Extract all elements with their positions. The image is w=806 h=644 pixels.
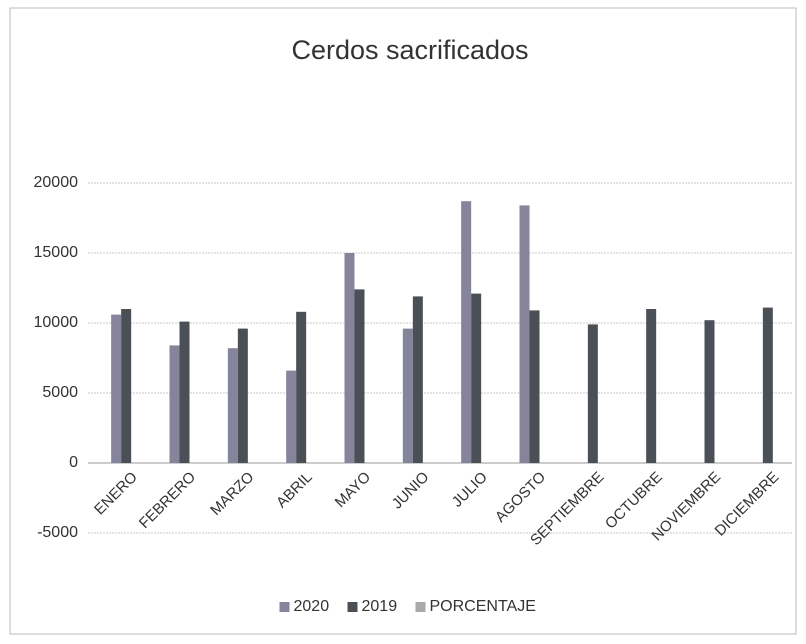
y-tick-label: 20000 <box>34 174 79 191</box>
bar <box>461 201 472 463</box>
y-tick-label: -5000 <box>37 524 78 541</box>
bar <box>179 321 190 463</box>
legend-label: PORCENTAJE <box>430 598 536 615</box>
bar <box>646 309 657 463</box>
bar <box>412 296 423 463</box>
bar <box>286 370 297 463</box>
bar <box>529 310 540 463</box>
legend-swatch <box>347 602 358 612</box>
bar <box>227 348 238 463</box>
chart-title: Cerdos sacrificados <box>291 35 528 65</box>
y-tick-label: 10000 <box>34 314 79 331</box>
bar <box>344 253 355 463</box>
bar <box>121 309 132 463</box>
y-tick-label: 15000 <box>34 244 79 261</box>
legend-swatch <box>279 602 290 612</box>
legend-swatch <box>415 602 426 612</box>
bar <box>111 314 122 463</box>
bar <box>762 307 773 463</box>
bar <box>354 289 365 463</box>
bar <box>296 311 307 463</box>
bar <box>169 345 180 463</box>
bar <box>402 328 413 463</box>
y-tick-label: 0 <box>69 454 78 471</box>
bar <box>704 320 715 463</box>
legend-label: 2019 <box>362 598 398 615</box>
bar <box>519 205 530 463</box>
bar <box>471 293 482 463</box>
y-tick-label: 5000 <box>42 384 78 401</box>
chart-frame <box>9 7 797 635</box>
bar <box>587 324 598 463</box>
bar <box>237 328 248 463</box>
legend-label: 2020 <box>294 598 330 615</box>
